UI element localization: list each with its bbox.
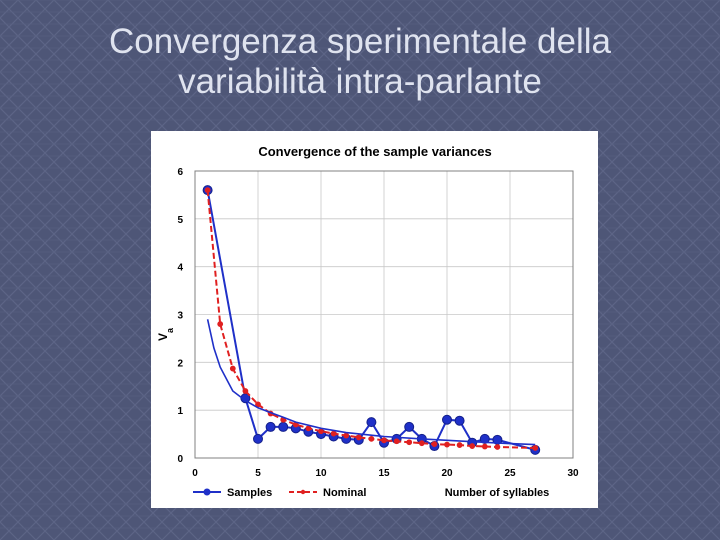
chart-panel: Convergence of the sample variances 0 1 2 3… [151,131,598,508]
data-point [343,432,350,439]
series-group [202,185,541,455]
plot-area-frame [194,170,574,459]
data-point [330,430,337,437]
data-point [454,415,465,426]
x-tick-label: 30 [567,468,579,479]
data-point [305,425,312,432]
legend-label: Nominal [323,487,366,499]
data-point [479,433,490,444]
y-axis-label-subscript: a [165,327,175,333]
slide-title: Convergenza sperimentale della variabili… [0,22,720,102]
data-point [469,443,476,449]
y-tick-label: 1 [177,406,183,417]
data-point [381,437,387,444]
data-point [444,441,450,448]
legend-item-samples: Samples [193,487,272,499]
data-point [404,421,415,432]
data-point [265,421,276,432]
x-tick-label: 15 [378,468,390,479]
y-tick-label: 3 [177,311,183,322]
data-point [217,321,224,327]
legend-item-nominal: Nominal [289,487,366,499]
series-line [206,189,536,451]
data-point [355,434,362,441]
data-point [229,365,236,372]
chart-title: Convergence of the sample variances [258,144,491,159]
data-point [253,433,263,444]
y-tick-label: 4 [177,263,183,274]
data-point [456,442,463,448]
x-tick-label: 5 [255,468,261,479]
data-point [406,439,413,446]
legend-label: Samples [227,487,272,499]
series-line [206,319,536,446]
data-point [494,444,501,450]
series-samples [202,185,541,455]
legend-symbol-marker [203,488,211,496]
data-point [418,440,425,447]
x-tick-label: 10 [315,468,327,479]
x-axis-label: Number of syllables [445,487,550,499]
slide-title-line-1: Convergenza sperimentale della [109,22,611,61]
data-point [532,445,539,451]
data-point [442,414,452,425]
y-tick-label: 6 [177,167,183,178]
y-tick-label: 0 [177,454,183,465]
y-tick-label: 2 [177,358,183,369]
slide-title-line-2: variabilità intra-parlante [178,62,542,101]
data-point [366,417,377,428]
data-point [318,428,324,435]
data-point [204,187,211,194]
legend-symbol-marker [300,489,306,495]
x-tick-label: 25 [504,468,516,479]
chart-svg: Convergence of the sample variances 0 1 2 3… [156,144,579,499]
x-tick-label: 0 [192,468,198,479]
x-tick-label: 20 [441,468,453,479]
data-point [368,435,375,442]
axes: 0 1 2 3 4 5 6 0 5 10 15 20 25 30 [177,167,579,479]
data-point [278,421,289,432]
data-point [255,401,261,408]
data-point [393,438,400,445]
y-axis-label: Va [156,327,175,341]
y-tick-label: 5 [177,215,183,226]
data-point [481,443,488,450]
series-trend-2 [206,319,536,446]
grid [194,170,574,459]
series-nominal [204,187,539,451]
legend: Samples Nominal [193,487,366,499]
data-point [431,441,438,448]
data-point [242,388,249,394]
series-line [206,190,536,449]
